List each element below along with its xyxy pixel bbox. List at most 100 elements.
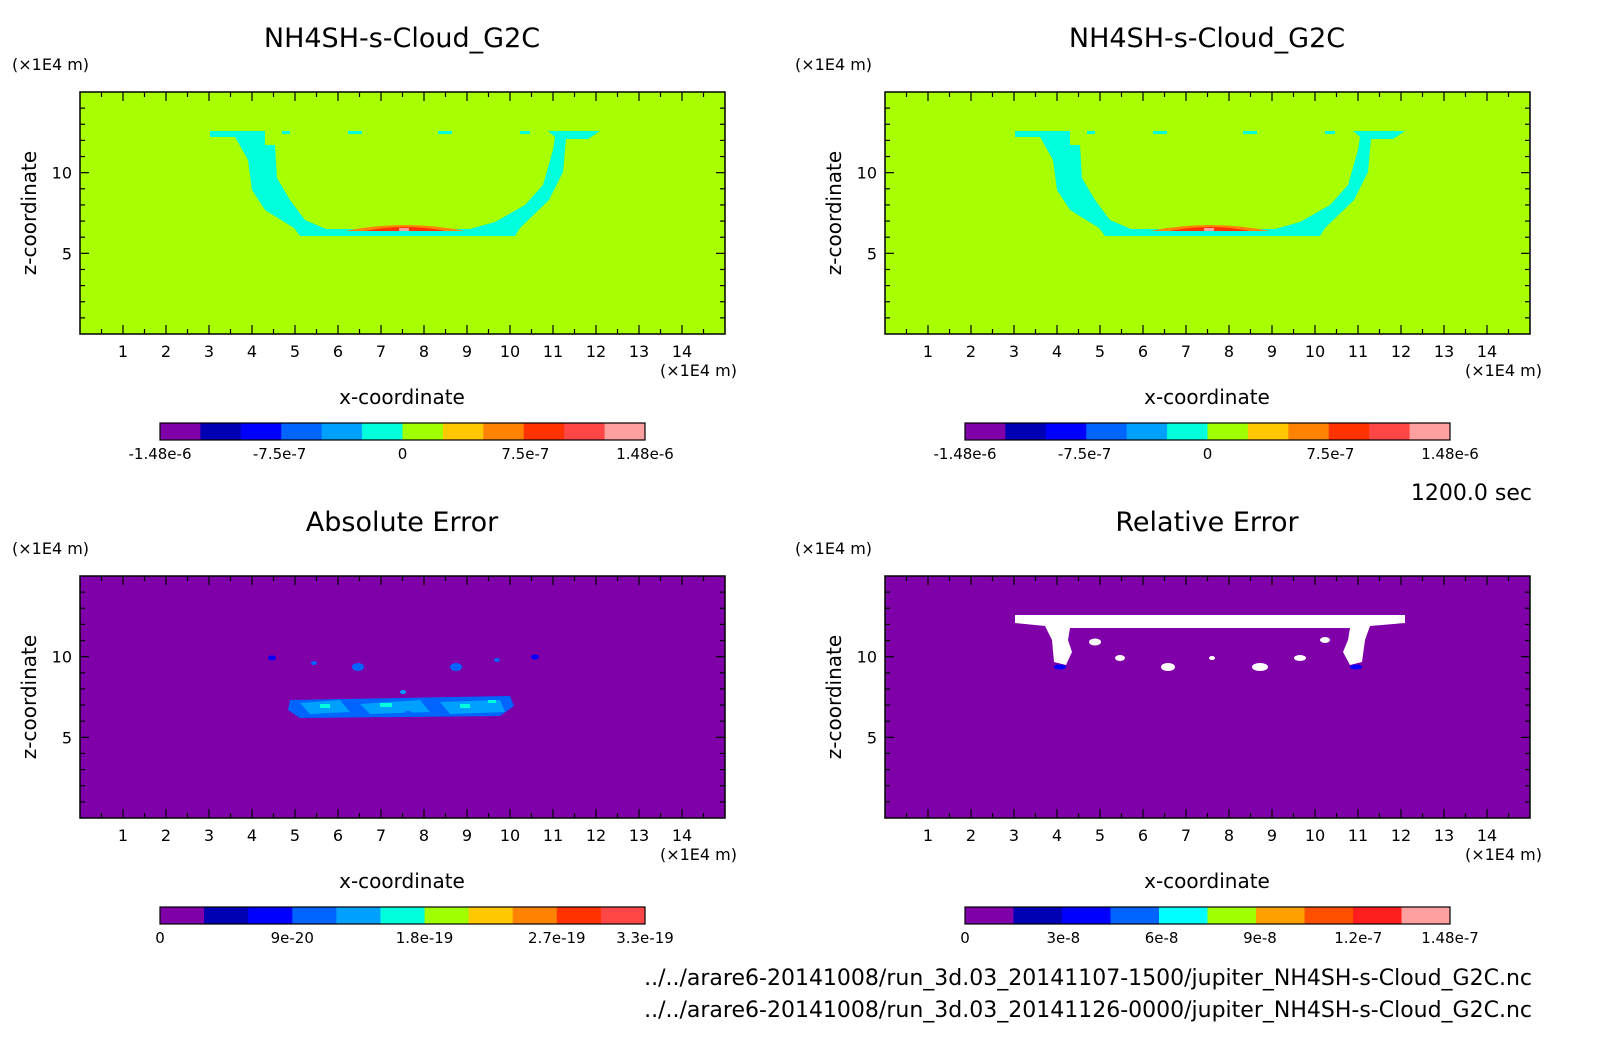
y-unit-label: (×1E4 m) — [12, 539, 89, 558]
y-axis-label: z-coordinate — [17, 151, 41, 275]
x-tick-label: 9 — [462, 826, 472, 845]
colorbar-swatch — [1304, 907, 1354, 924]
x-unit-label: (×1E4 m) — [660, 845, 737, 864]
x-tick-label: 12 — [1391, 342, 1411, 361]
x-tick-label: 1 — [923, 826, 933, 845]
colorbar-swatch — [556, 907, 602, 924]
x-tick-label: 1 — [923, 342, 933, 361]
x-tick-label: 6 — [333, 826, 343, 845]
panel-title: NH4SH-s-Cloud_G2C — [264, 23, 540, 54]
x-unit-label: (×1E4 m) — [660, 361, 737, 380]
colorbar-swatch — [200, 423, 242, 440]
time-label: 1200.0 sec — [1411, 481, 1532, 506]
colorbar-tick-label: 9e-20 — [271, 929, 314, 947]
x-tick-label: 12 — [586, 342, 606, 361]
colorbar-swatch — [468, 907, 514, 924]
x-tick-label: 9 — [462, 342, 472, 361]
colorbar-swatch — [160, 423, 201, 440]
colorbar-swatch — [512, 907, 558, 924]
colorbar-swatch — [1207, 423, 1249, 440]
colorbar-tick-label: -7.5e-7 — [253, 445, 306, 463]
x-axis-label: x-coordinate — [339, 385, 465, 409]
y-tick-label: 10 — [857, 648, 877, 667]
y-axis-label: z-coordinate — [17, 635, 41, 759]
colorbar-tick-label: -7.5e-7 — [1058, 445, 1111, 463]
colorbar-tick-label: 1.8e-19 — [396, 929, 454, 947]
colorbar-swatch — [380, 907, 426, 924]
colorbar-swatch — [240, 423, 282, 440]
x-tick-label: 3 — [204, 342, 214, 361]
plot-background — [885, 576, 1530, 818]
x-tick-label: 11 — [543, 342, 563, 361]
colorbar-swatch — [336, 907, 381, 924]
colorbar-tick-label: 1.48e-6 — [616, 445, 674, 463]
cloud-region-cyan — [1015, 131, 1405, 236]
colorbar: 0 9e-20 1.8e-19 2.7e-19 3.3e-19 — [155, 906, 674, 947]
colorbar-swatch — [292, 907, 337, 924]
x-tick-label: 5 — [1095, 826, 1105, 845]
colorbar-tick-label: 7.5e-7 — [501, 445, 549, 463]
colorbar-tick-label: 9e-8 — [1243, 929, 1277, 947]
field-contours — [210, 131, 600, 236]
panel-top-right: NH4SH-s-Cloud_G2C (×1E4 m) 1 2 3 4 5 6 7 8 9 10 11… — [795, 23, 1542, 463]
colorbar: -1.48e-6 -7.5e-7 0 7.5e-7 1.48e-6 — [934, 422, 1479, 463]
x-tick-label: 4 — [247, 826, 257, 845]
y-tick-label: 5 — [867, 728, 877, 747]
x-tick-label: 13 — [629, 826, 649, 845]
colorbar-tick-label: 0 — [960, 929, 970, 947]
colorbar-swatch — [321, 423, 363, 440]
colorbar-swatch — [248, 907, 293, 924]
colorbar-tick-label: 0 — [1203, 445, 1213, 463]
colorbar-swatch — [965, 423, 1006, 440]
colorbar-swatch — [1328, 423, 1370, 440]
colorbar-swatch — [1409, 423, 1451, 440]
x-tick-label: 8 — [419, 342, 429, 361]
y-tick-label: 5 — [62, 728, 72, 747]
panel-title: Relative Error — [1115, 507, 1299, 538]
x-tick-label: 4 — [1052, 342, 1062, 361]
colorbar-swatch — [523, 423, 565, 440]
colorbar-tick-label: 1.2e-7 — [1334, 929, 1382, 947]
colorbar-tick-label: 2.7e-19 — [528, 929, 586, 947]
field-contours — [1015, 131, 1405, 236]
colorbar-tick-label: 0 — [155, 929, 165, 947]
colorbar-swatch — [965, 907, 1014, 924]
x-tick-label: 10 — [500, 826, 520, 845]
colorbar-swatch — [1005, 423, 1047, 440]
x-axis-label: x-coordinate — [1144, 385, 1270, 409]
x-tick-label: 4 — [247, 342, 257, 361]
y-tick-label: 5 — [62, 244, 72, 263]
x-unit-label: (×1E4 m) — [1465, 361, 1542, 380]
x-tick-label: 10 — [1305, 342, 1325, 361]
x-tick-label: 1 — [118, 342, 128, 361]
x-tick-label: 10 — [1305, 826, 1325, 845]
colorbar-frame — [964, 906, 1451, 925]
x-axis-label: x-coordinate — [1144, 869, 1270, 893]
x-tick-label: 9 — [1267, 826, 1277, 845]
x-tick-label: 14 — [672, 826, 692, 845]
colorbar-swatch — [424, 907, 470, 924]
colorbar-swatch — [600, 907, 646, 924]
colorbar-tick-label: 7.5e-7 — [1306, 445, 1354, 463]
colorbar-swatch — [1086, 423, 1128, 440]
colorbar-swatch — [1247, 423, 1289, 440]
colorbar-swatch — [362, 423, 403, 440]
x-tick-label: 5 — [290, 342, 300, 361]
cloud-peak-pink — [399, 228, 409, 231]
cloud-region-cyan — [210, 131, 600, 236]
colorbar-swatch — [1288, 423, 1330, 440]
x-tick-label: 9 — [1267, 342, 1277, 361]
panel-title: Absolute Error — [306, 507, 499, 538]
panel-top-left: NH4SH-s-Cloud_G2C (×1E4 m) 1 2 3 4 5 6 7 8 9 10 11… — [12, 23, 737, 463]
colorbar-swatch — [1045, 423, 1087, 440]
colorbar-swatch — [402, 423, 444, 440]
y-unit-label: (×1E4 m) — [795, 55, 872, 74]
colorbar-tick-label: 6e-8 — [1145, 929, 1179, 947]
x-axis-label: x-coordinate — [339, 869, 465, 893]
undefined-region-white — [1015, 615, 1405, 671]
y-tick-label: 10 — [52, 648, 72, 667]
